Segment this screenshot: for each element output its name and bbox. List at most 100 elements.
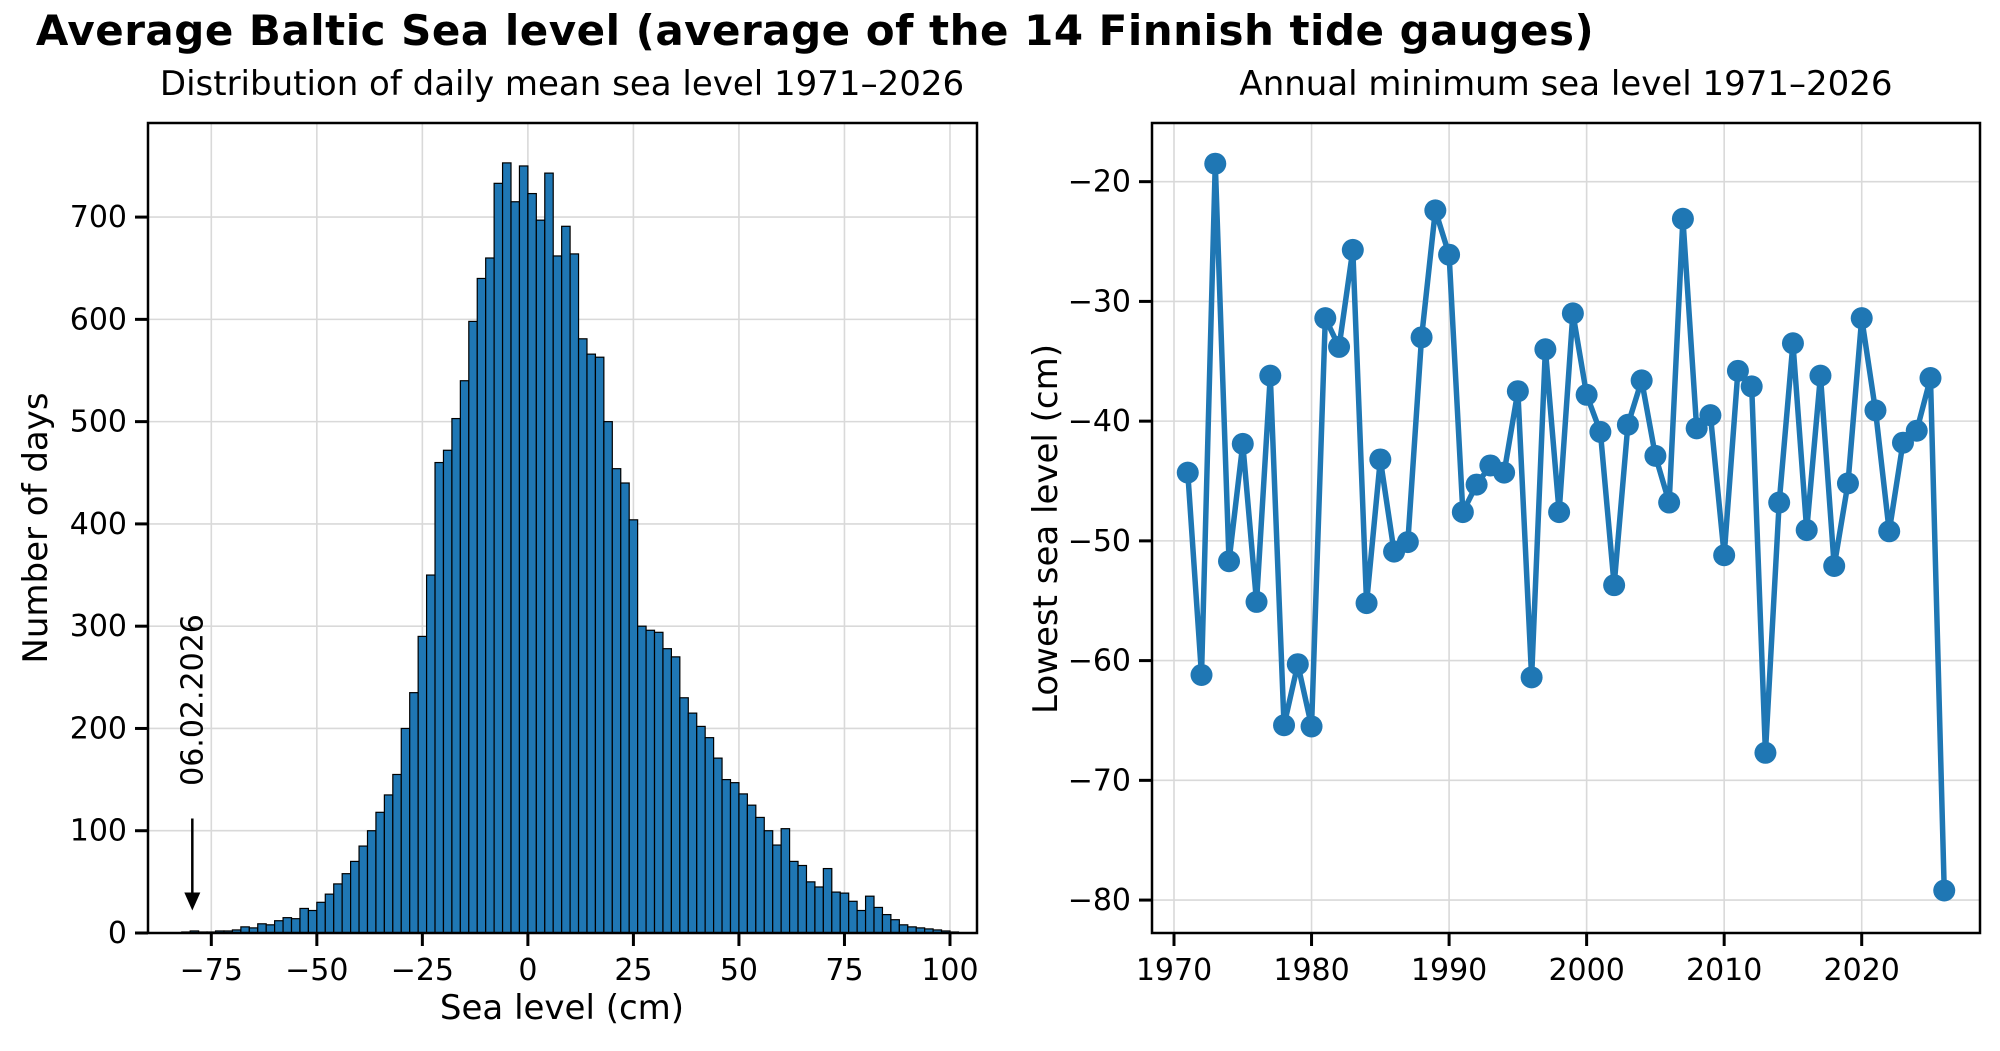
data-point-marker (1809, 364, 1832, 387)
histogram-bar (713, 757, 723, 934)
y-tick-label: −70 (1068, 763, 1131, 798)
histogram-bar (873, 906, 884, 934)
x-tick-label: 100 (921, 953, 978, 988)
histogram-bar (535, 219, 546, 934)
histogram-bar (400, 727, 411, 934)
y-tick-label: 0 (108, 916, 127, 951)
histogram-bar (569, 253, 580, 934)
histogram-bar (788, 860, 799, 934)
y-tick-label: −60 (1068, 644, 1131, 679)
histogram-bar (653, 631, 664, 934)
data-point-marker (1905, 419, 1928, 442)
histogram-bar (527, 192, 537, 934)
y-tick-label: 300 (70, 609, 127, 644)
histogram-bar (848, 900, 858, 934)
histogram-bar (341, 873, 352, 934)
line-chart-y-axis-label: Lowest sea level (cm) (1026, 344, 1066, 714)
histogram-bar (468, 320, 478, 934)
histogram-bar (704, 737, 715, 934)
data-point-marker (1589, 420, 1612, 443)
histogram-bar (577, 338, 588, 934)
data-point-marker (1204, 152, 1227, 175)
data-point-marker (1864, 399, 1887, 422)
data-point-marker (1300, 715, 1323, 738)
histogram-bar (510, 201, 521, 934)
y-tick-label: 200 (70, 711, 127, 746)
data-point-marker (1616, 413, 1639, 436)
data-point-marker (1506, 380, 1529, 403)
histogram-bar (738, 793, 748, 934)
histogram-bar (493, 182, 504, 934)
histogram-bar (425, 574, 436, 934)
histogram-bar (274, 920, 284, 934)
x-tick-label: 75 (825, 953, 863, 988)
histogram-bar (290, 918, 301, 934)
histogram-bar (679, 697, 689, 934)
data-point-marker (1176, 461, 1199, 484)
data-point-marker (1341, 238, 1364, 261)
x-tick-label: −75 (180, 953, 243, 988)
y-tick-label: 500 (70, 405, 127, 440)
histogram-bar (797, 864, 808, 934)
x-tick-label: 0 (518, 953, 537, 988)
data-point-marker (1630, 369, 1653, 392)
x-tick-label: 2000 (1548, 953, 1624, 988)
y-tick-label: −20 (1068, 165, 1131, 200)
histogram-bar (552, 255, 563, 934)
histogram-bar (324, 893, 335, 934)
histogram-bar (417, 635, 428, 934)
histogram-bar (383, 794, 394, 934)
y-tick-label: −30 (1068, 284, 1131, 319)
plot-border (1150, 121, 1982, 935)
data-point-marker (1534, 338, 1557, 361)
histogram-bar (839, 892, 850, 934)
histogram-bar (282, 917, 293, 934)
histogram-bar (485, 257, 495, 934)
histogram-bar (890, 919, 900, 934)
data-point-marker (1548, 501, 1571, 524)
histogram-bar (299, 907, 309, 934)
data-point-marker (1685, 417, 1708, 440)
histogram-bar (366, 830, 377, 934)
x-tick-label: 1970 (1136, 953, 1212, 988)
histogram-bar (333, 883, 343, 934)
data-point-marker (1795, 519, 1818, 542)
data-point-marker (1836, 472, 1859, 495)
histogram-bar (501, 162, 512, 934)
histogram-bar (822, 867, 833, 934)
data-point-marker (1919, 367, 1942, 390)
data-point-marker (1658, 491, 1681, 514)
histogram-bar (864, 895, 875, 934)
y-tick-label: 400 (70, 507, 127, 542)
x-tick-label: −25 (391, 953, 454, 988)
data-point-marker (1190, 663, 1213, 686)
histogram-bar (856, 909, 867, 934)
histogram-bar (544, 172, 554, 934)
histogram-bar (729, 782, 740, 934)
x-tick-label: 25 (614, 953, 652, 988)
y-tick-label: 700 (70, 200, 127, 235)
data-point-marker (1286, 653, 1309, 676)
histogram-bar (637, 625, 647, 934)
histogram-bar (805, 881, 816, 934)
histogram-bar (814, 886, 824, 934)
histogram-bar (316, 901, 326, 934)
data-point-marker (1644, 444, 1667, 467)
histogram-bar (434, 461, 445, 934)
histogram-bar (561, 225, 571, 934)
x-tick-label: 2020 (1824, 953, 1900, 988)
data-point-marker (1850, 307, 1873, 330)
data-point-marker (1781, 332, 1804, 355)
histogram-bar (459, 380, 470, 934)
x-tick-label: 50 (720, 953, 758, 988)
histogram-bar (755, 816, 765, 934)
histogram-bar (628, 519, 639, 934)
plot-border (146, 121, 979, 935)
histogram-bar (392, 773, 402, 934)
data-point-marker (1575, 383, 1598, 406)
histogram-bar (409, 692, 419, 934)
data-point-marker (1520, 666, 1543, 689)
data-point-marker (1561, 302, 1584, 325)
data-point-marker (1245, 590, 1268, 613)
